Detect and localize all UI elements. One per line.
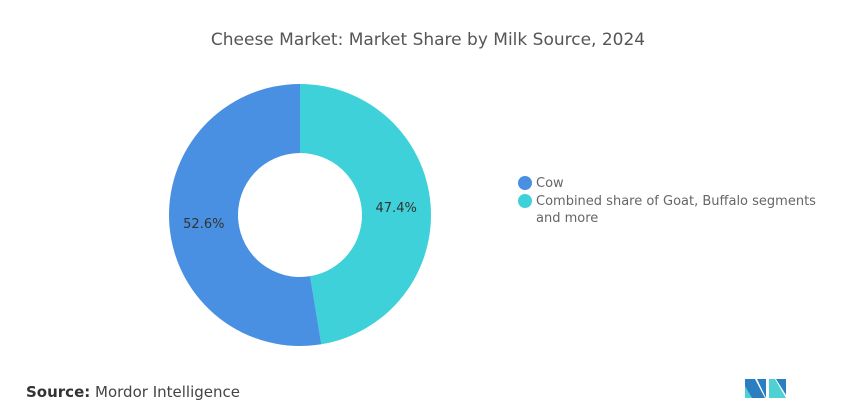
data-label-1: 47.4% (376, 201, 417, 216)
source-note: Source: Mordor Intelligence (26, 383, 240, 401)
legend-item-cow[interactable]: Cow (518, 175, 818, 192)
legend-label: Cow (536, 176, 564, 191)
donut-slice-0[interactable] (168, 84, 322, 347)
legend-item-combined[interactable]: Combined share of Goat, Buffalo segments… (518, 193, 818, 227)
donut-slice-1[interactable] (300, 84, 431, 345)
source-text: Mordor Intelligence (95, 383, 240, 401)
data-label-0: 52.6% (183, 217, 224, 232)
chart-title: Cheese Market: Market Share by Milk Sour… (210, 30, 646, 50)
legend-swatch-cow (518, 176, 532, 190)
legend-label: Combined share of Goat, Buffalo segments… (536, 194, 816, 226)
legend: Cow Combined share of Goat, Buffalo segm… (518, 175, 818, 228)
source-label: Source: (26, 383, 91, 401)
legend-swatch-combined (518, 194, 532, 208)
